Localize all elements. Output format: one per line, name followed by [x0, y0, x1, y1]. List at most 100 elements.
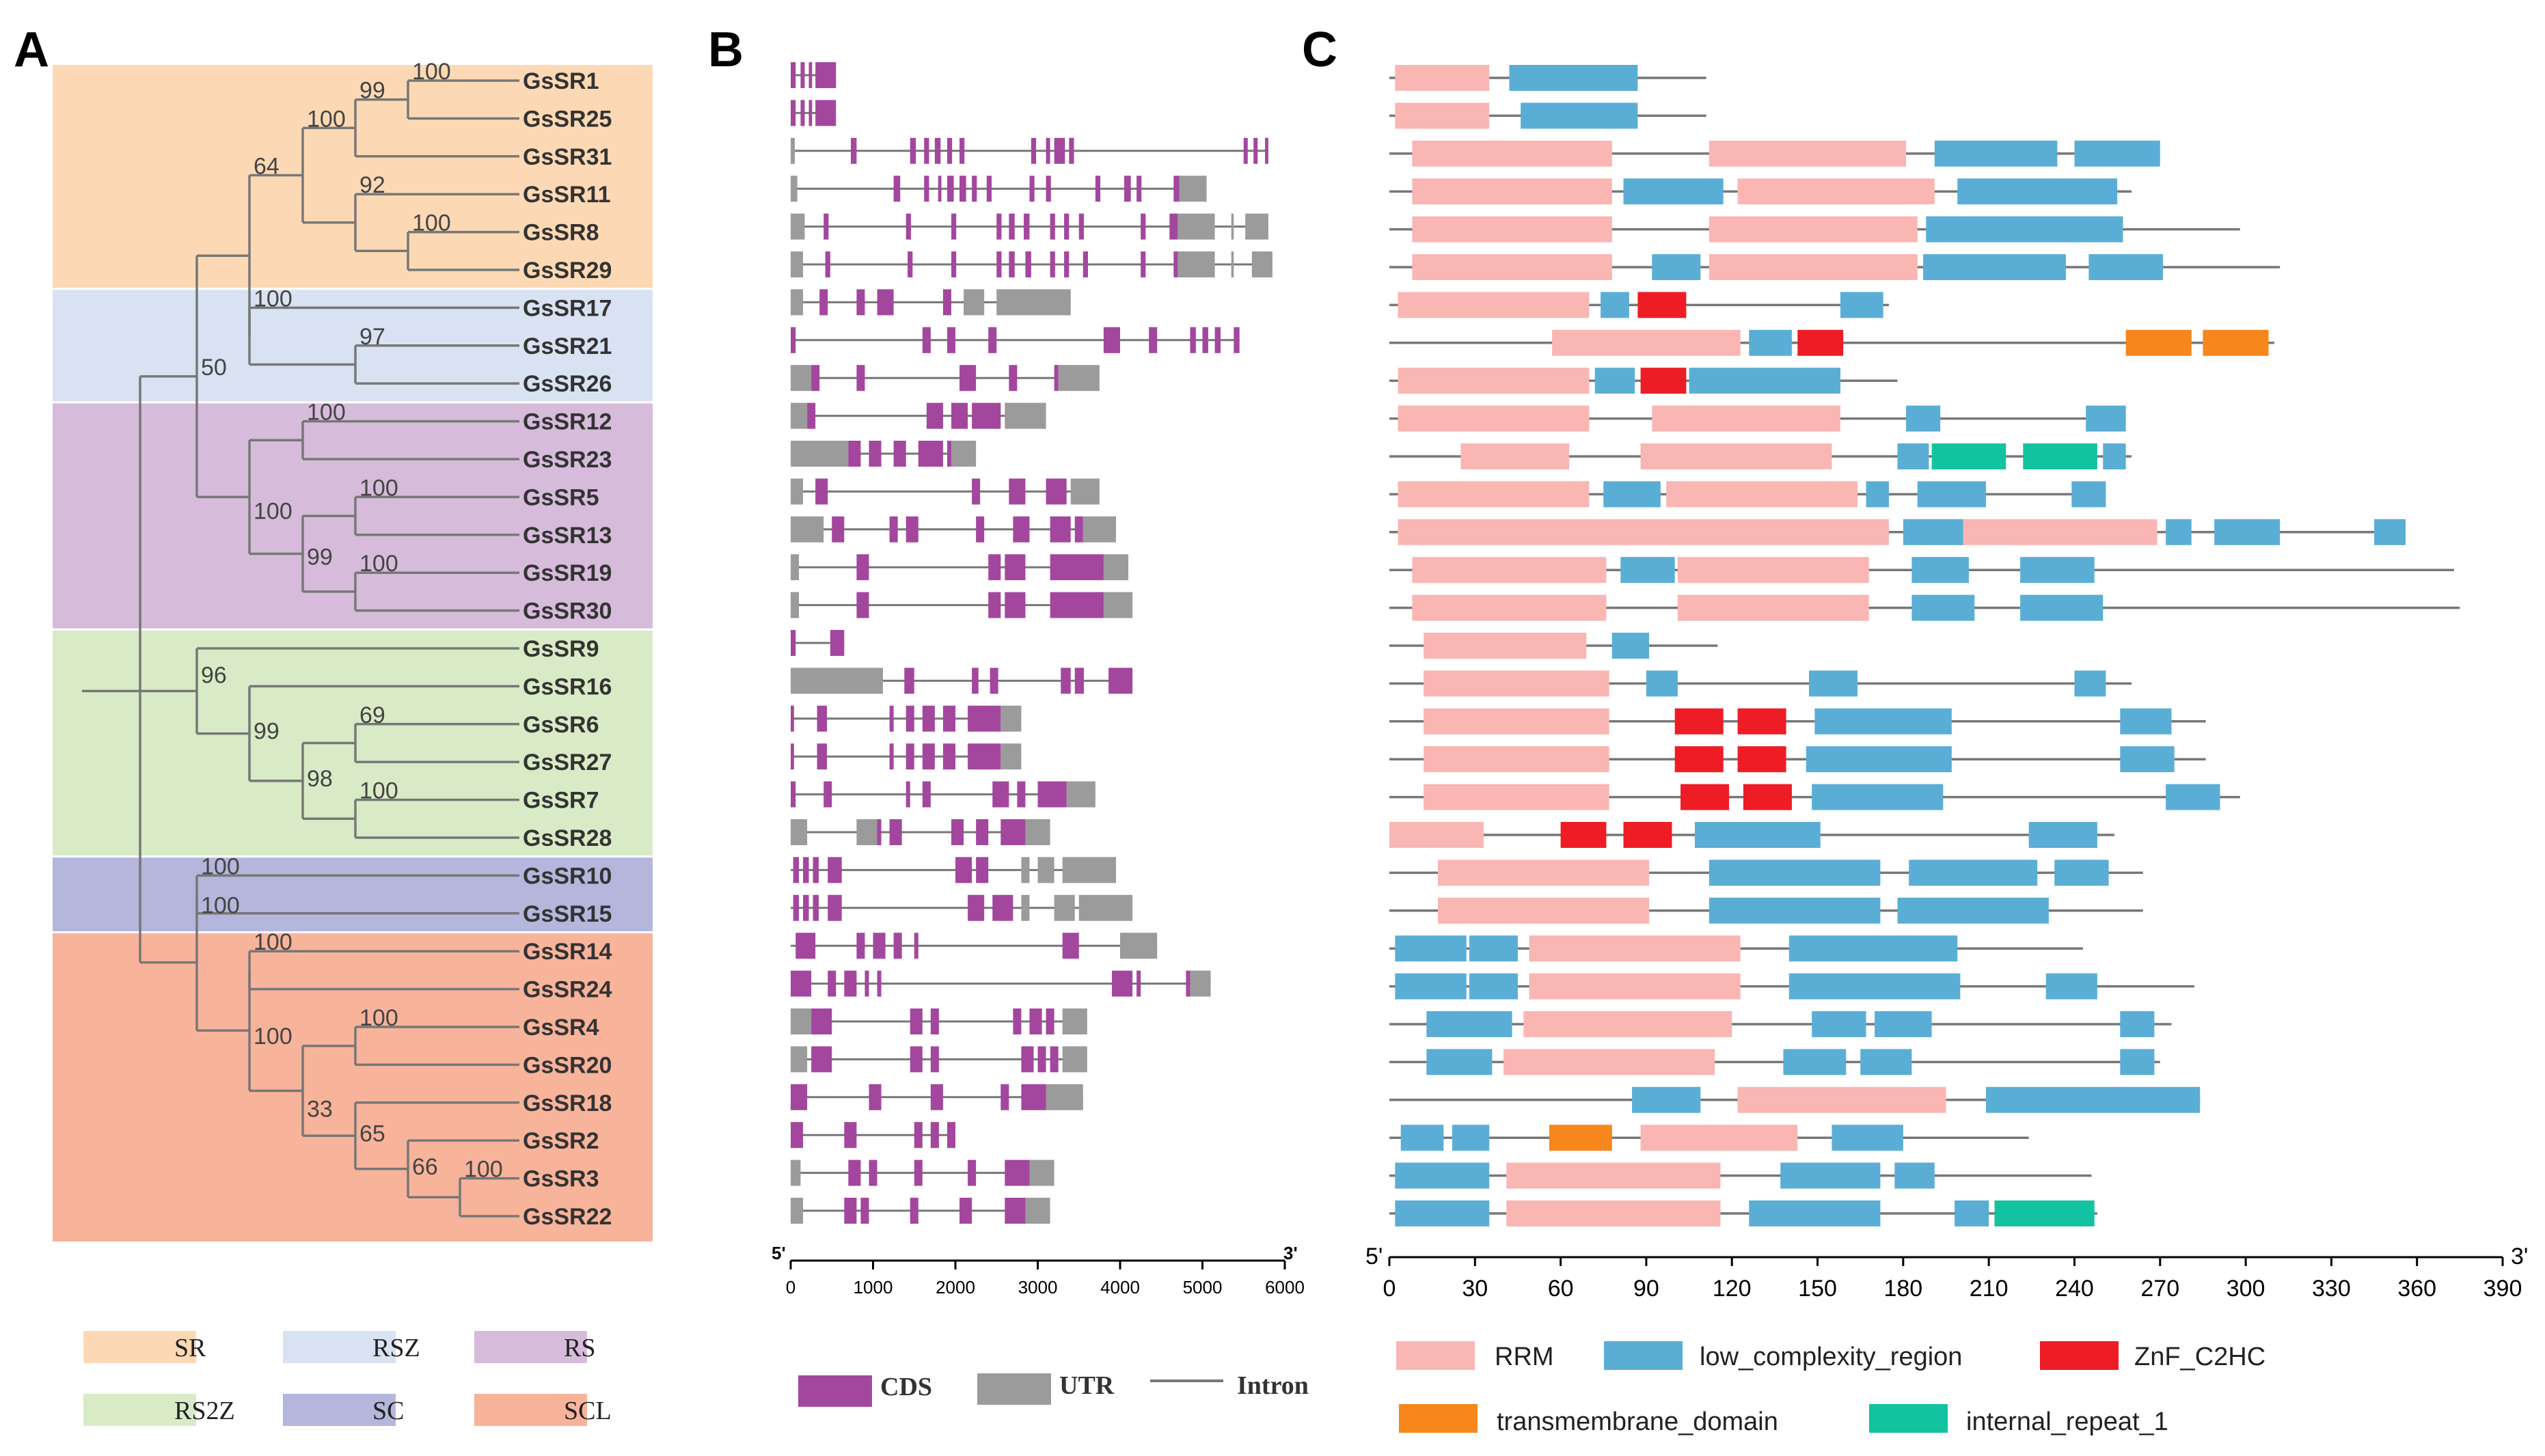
- znf-c2hc-domain: [1737, 746, 1786, 773]
- gene-structure-gssr19: [791, 554, 1129, 581]
- internal-repeat: [1931, 443, 2006, 469]
- cds-segment: [808, 62, 813, 88]
- utr-segment: [1103, 554, 1129, 581]
- cds-segment: [1234, 327, 1240, 353]
- znf-c2hc-domain: [1640, 368, 1687, 394]
- axis-end-label: 3': [2511, 1244, 2528, 1269]
- gene-label-gssr24: GsSR24: [523, 977, 612, 1003]
- cds-segment: [791, 1084, 808, 1110]
- protein-gssr12: [1389, 405, 2126, 432]
- cds-segment: [960, 176, 966, 202]
- cds-segment: [811, 365, 820, 392]
- axis-tick-label: 150: [1798, 1276, 1837, 1302]
- utr-segment: [1001, 705, 1022, 732]
- cds-segment: [988, 554, 1001, 581]
- utr-segment: [1054, 894, 1075, 921]
- legend-label-rs: RS: [564, 1334, 595, 1362]
- low-complexity-region: [1906, 405, 1941, 432]
- low-complexity-region: [1521, 102, 1638, 129]
- cds-segment: [791, 100, 796, 126]
- rrm-domain: [1424, 670, 1609, 697]
- cds-segment: [996, 213, 1002, 240]
- cds-segment: [889, 516, 898, 542]
- low-complexity-region: [2214, 519, 2281, 545]
- cds-segment: [947, 176, 954, 202]
- cds-segment: [988, 327, 997, 353]
- low-complexity-region: [2045, 973, 2097, 1000]
- low-complexity-region: [1509, 65, 1638, 91]
- utr-segment: [1083, 516, 1116, 542]
- rrm-domain: [1506, 1162, 1721, 1189]
- bootstrap-n728: 100: [359, 778, 398, 804]
- gene-structure-gssr27: [791, 743, 1022, 770]
- protein-gssr20: [1389, 1049, 2160, 1075]
- protein-domain-panel: 0 30 60 90 120 150 180 210 240 270 300 330 360 390 5' 3…: [1365, 65, 2528, 1302]
- znf-c2hc-domain: [1743, 784, 1792, 810]
- utr-segment: [1066, 781, 1095, 808]
- cds-segment: [1029, 176, 1035, 202]
- axis-tick-label: 360: [2397, 1276, 2436, 1302]
- low-complexity-region: [1652, 254, 1701, 280]
- utr-segment: [964, 289, 985, 316]
- gene-structure-gssr2: [791, 1122, 955, 1149]
- legend-swatch-sc: [283, 1394, 396, 1426]
- axis-tick-label: 240: [2055, 1276, 2094, 1302]
- utr-segment: [791, 213, 805, 240]
- utr-segment: [1062, 857, 1116, 883]
- rrm-domain: [1737, 178, 1935, 205]
- cds-segment: [1083, 251, 1089, 277]
- gene-structure-gssr31: [791, 137, 1268, 164]
- cds-segment: [1046, 478, 1067, 505]
- low-complexity-region: [1875, 1011, 1932, 1037]
- low-complexity-region: [1749, 329, 1792, 356]
- bootstrap-n322: 100: [464, 1157, 503, 1183]
- gene-label-gssr21: GsSR21: [523, 333, 612, 359]
- cds-segment: [951, 819, 964, 845]
- cds-segment: [824, 213, 829, 240]
- axis-tick-label: 3000: [1018, 1277, 1058, 1297]
- legend-swatch-transmembrane: [1399, 1404, 1478, 1433]
- gene-label-gssr31: GsSR31: [523, 144, 612, 170]
- low-complexity-region: [1866, 481, 1889, 508]
- cds-segment: [828, 970, 836, 997]
- cds-segment: [1214, 327, 1221, 353]
- low-complexity-region: [1469, 973, 1518, 1000]
- cds-segment: [1009, 213, 1015, 240]
- protein-gssr18: [1389, 1086, 2201, 1113]
- bootstrap-values: 100 99 92 100 100 64 100 97 50 100 100 100 99 100 96 99…: [201, 59, 503, 1183]
- rrm-domain: [1503, 1049, 1715, 1075]
- cds-segment: [922, 705, 935, 732]
- cds-segment: [951, 213, 957, 240]
- cds-segment: [960, 137, 965, 164]
- utr-segment: [1001, 743, 1022, 770]
- legend-swatch-rsz: [283, 1331, 396, 1363]
- cds-segment: [1103, 327, 1120, 353]
- utr-segment: [1005, 402, 1046, 429]
- gene-labels: GsSR1 GsSR25 GsSR31 GsSR11 GsSR8 GsSR29 GsSR17…: [523, 68, 612, 1230]
- utr-segment: [791, 819, 808, 845]
- cds-segment: [986, 176, 992, 202]
- utr-segment: [791, 554, 800, 581]
- legend-label-sc: SC: [372, 1397, 404, 1425]
- cds-segment: [942, 705, 955, 732]
- cds-segment: [800, 100, 805, 126]
- low-complexity-region: [1897, 897, 2049, 924]
- protein-gssr10: [1389, 860, 2143, 886]
- cds-segment: [1009, 251, 1015, 277]
- low-complexity-region: [2054, 860, 2109, 886]
- low-complexity-region: [1780, 1162, 1881, 1189]
- rrm-domain: [1395, 102, 1490, 129]
- cds-segment: [1108, 668, 1133, 694]
- cds-segment: [1005, 1159, 1030, 1186]
- cds-segment: [791, 705, 794, 732]
- rrm-domain: [1398, 519, 1889, 545]
- low-complexity-region: [1709, 860, 1881, 886]
- gene-label-gssr9: GsSR9: [523, 636, 599, 662]
- gene-structure-gssr5: [791, 478, 1100, 505]
- gene-structure-axis: 0 1000 2000 3000 4000 5000 6000 5' 3': [772, 1243, 1305, 1297]
- axis-start-label: 5': [772, 1243, 786, 1263]
- rrm-domain: [1398, 368, 1590, 394]
- gene-label-gssr13: GsSR13: [523, 523, 612, 549]
- utr-segment: [791, 516, 824, 542]
- gene-structure-legend: CDS UTR Intron: [798, 1371, 1309, 1407]
